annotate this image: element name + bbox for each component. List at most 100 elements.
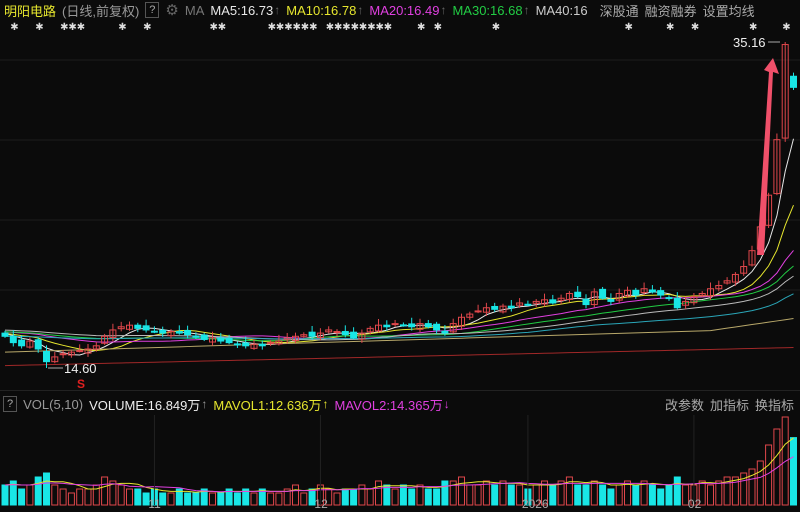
help-button[interactable]: ? xyxy=(145,2,160,18)
event-marker-icon: ✱ xyxy=(434,22,442,33)
margin-trading-button[interactable]: 融资融券 xyxy=(644,3,697,19)
arrow-up-icon: ↑ xyxy=(274,2,281,17)
volume-bar xyxy=(673,476,681,506)
candle-body xyxy=(92,345,100,350)
candle-body xyxy=(391,323,399,326)
event-marker-icon: ✱ xyxy=(782,22,790,33)
volume-bar xyxy=(1,484,9,506)
volume-bar xyxy=(126,488,133,506)
volume-bar xyxy=(109,480,117,506)
ma-value: MA10:16.78 xyxy=(286,2,357,18)
event-marker-icon: ✱ xyxy=(143,22,151,33)
candle-body xyxy=(1,332,9,337)
volume-bar xyxy=(242,488,250,506)
candle-body xyxy=(175,331,183,334)
candle-body xyxy=(325,329,333,333)
volume-bar xyxy=(491,484,499,506)
volume-bar xyxy=(258,488,266,506)
candle-body xyxy=(740,266,748,274)
candle-body xyxy=(466,313,474,318)
volume-bar xyxy=(449,480,457,506)
candle-body xyxy=(383,324,391,328)
event-marker-icon: ✱ xyxy=(35,22,43,33)
volume-bar xyxy=(51,484,59,506)
volume-bar xyxy=(665,484,673,506)
candle-body xyxy=(167,331,175,337)
candle-body xyxy=(433,323,441,331)
volume-bar xyxy=(516,484,524,506)
candle-body xyxy=(341,331,349,336)
candle-body xyxy=(615,292,623,301)
mavol1-value: MAVOL1:12.636万 xyxy=(213,397,322,413)
volume-bar xyxy=(43,472,50,506)
candle-body xyxy=(258,343,266,347)
volume-bar xyxy=(582,484,590,506)
x-axis-label: 2026 xyxy=(522,497,549,511)
volume-bar xyxy=(740,472,748,506)
candle-body xyxy=(565,292,573,301)
adjust-mode[interactable]: (日线,前复权) xyxy=(62,3,140,19)
vol-label: VOL(5,10) xyxy=(23,396,84,412)
volume-bar xyxy=(292,484,299,506)
candle-body xyxy=(648,289,656,293)
event-marker-icon: ✱ xyxy=(334,22,342,33)
edit-params-button[interactable]: 改参数 xyxy=(664,397,704,413)
volume-bar xyxy=(781,416,789,506)
volume-bar xyxy=(731,476,739,506)
volume-bar xyxy=(67,492,75,506)
gear-icon[interactable]: ⚙ xyxy=(165,2,179,19)
volume-bar xyxy=(192,492,200,506)
candle-body xyxy=(101,335,109,344)
volume-bar xyxy=(399,484,407,506)
volume-bar xyxy=(590,480,598,506)
arrow-up-icon: ↑ xyxy=(357,2,364,17)
ma250-line xyxy=(4,347,794,367)
event-marker-icon: ✱ xyxy=(68,22,76,33)
volume-bar xyxy=(167,492,175,506)
candle-body xyxy=(242,342,250,347)
candle-body xyxy=(482,307,490,313)
volume-bar xyxy=(325,488,333,506)
volume-bar xyxy=(499,480,507,506)
add-indicator-button[interactable]: 加指标 xyxy=(709,397,749,413)
candle-body xyxy=(416,323,424,330)
event-marker-icon: ✱ xyxy=(284,22,292,33)
event-marker-icon: ✱ xyxy=(268,22,276,33)
event-marker-icon: ✱ xyxy=(417,22,425,33)
volume-bar xyxy=(433,488,441,506)
volume-help-button[interactable]: ? xyxy=(3,396,18,412)
candle-body xyxy=(333,331,341,334)
candle-body xyxy=(43,351,50,363)
candle-body xyxy=(275,340,283,345)
volume-bar xyxy=(657,488,665,506)
volume-bar xyxy=(233,492,241,506)
candle-body xyxy=(117,326,125,330)
volume-bar xyxy=(632,484,640,506)
candle-body xyxy=(150,330,158,333)
candle-body xyxy=(707,288,714,297)
mavol2-line xyxy=(4,456,794,493)
set-ma-button[interactable]: 设置均线 xyxy=(702,3,755,19)
candle-body xyxy=(499,305,507,313)
ma40-line xyxy=(4,275,794,341)
hk-connect-button[interactable]: 深股通 xyxy=(599,3,639,19)
volume-bar xyxy=(707,484,714,506)
event-marker-icon: ✱ xyxy=(309,22,317,33)
event-marker-icon: ✱ xyxy=(625,22,633,33)
volume-bar xyxy=(34,476,42,506)
volume-value: VOLUME:16.849万 xyxy=(89,397,201,413)
candle-body xyxy=(399,324,407,327)
candle-body xyxy=(366,327,374,333)
candle-body xyxy=(283,337,291,341)
switch-indicator-button[interactable]: 换指标 xyxy=(754,397,794,413)
volume-bar xyxy=(574,484,582,506)
volume-bar xyxy=(59,488,67,506)
volume-bar xyxy=(391,488,399,506)
event-marker-icon: ✱ xyxy=(218,22,226,33)
arrow-up-icon: ↑ xyxy=(322,397,329,411)
candle-body xyxy=(233,343,241,346)
volume-bar xyxy=(424,488,432,506)
candle-body xyxy=(582,298,590,306)
candle-body xyxy=(657,290,665,296)
